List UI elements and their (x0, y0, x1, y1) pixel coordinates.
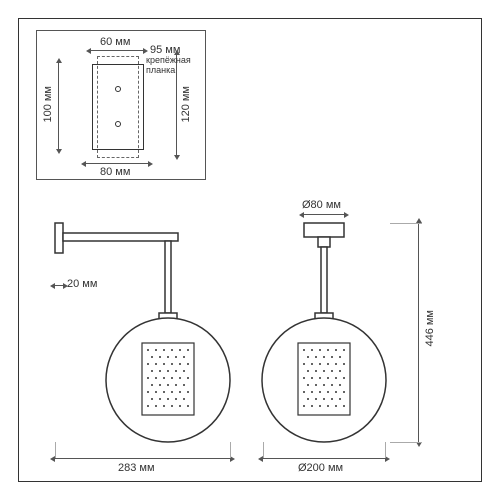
front-view-lamp (258, 205, 398, 450)
dim-20mm-line (55, 285, 63, 286)
side-view-lamp (50, 205, 230, 450)
dim-80dia-line (304, 214, 344, 215)
mount-hole-bottom (115, 121, 121, 127)
dim-20mm-label: 20 мм (67, 278, 97, 290)
mount-dashed-rect (97, 56, 139, 158)
dim-100mm-label: 100 мм (42, 86, 54, 123)
mount-note: крепёжнаяпланка (146, 56, 191, 76)
ext-line-1 (55, 442, 56, 458)
ext-line-4 (385, 442, 386, 458)
dim-100mm-line (58, 63, 59, 149)
dim-60mm-label: 60 мм (100, 36, 130, 48)
ext-line-6 (390, 442, 422, 443)
dim-80mm-label: 80 мм (100, 166, 130, 178)
mount-hole-top (115, 86, 121, 92)
dim-446mm-line (418, 223, 419, 442)
dim-80mm-line (86, 163, 148, 164)
dim-446mm-label: 446 мм (424, 310, 436, 347)
dim-283mm-label: 283 мм (118, 462, 155, 474)
dim-200dia-line (263, 458, 385, 459)
ext-line-5 (390, 223, 422, 224)
ext-line-3 (263, 442, 264, 458)
dim-120mm-label: 120 мм (180, 86, 192, 123)
ext-line-2 (230, 442, 231, 458)
dim-283mm-line (55, 458, 230, 459)
dim-60mm-line (91, 50, 143, 51)
dim-200dia-label: Ø200 мм (298, 462, 343, 474)
dim-80dia-label: Ø80 мм (302, 199, 341, 211)
